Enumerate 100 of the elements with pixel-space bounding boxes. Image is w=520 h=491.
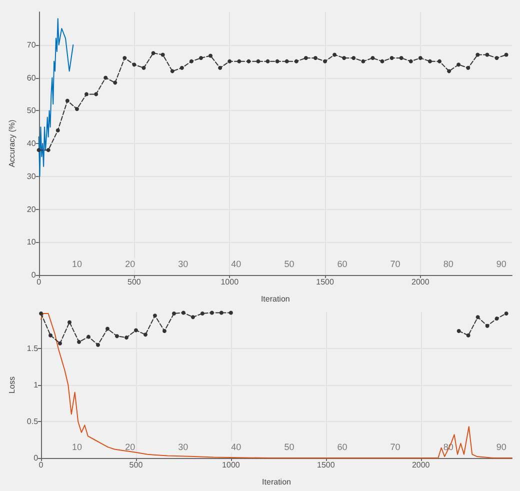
- point: [132, 62, 136, 67]
- point: [189, 59, 194, 64]
- point: [181, 310, 186, 315]
- point: [380, 59, 384, 64]
- point: [210, 310, 214, 315]
- point: [466, 333, 470, 338]
- point: [219, 310, 224, 315]
- point: [485, 324, 490, 328]
- point: [46, 148, 50, 152]
- annotation: 10: [72, 442, 82, 452]
- y-tick-label: 0: [31, 270, 36, 280]
- y-tick-label: 50: [26, 106, 36, 116]
- point: [134, 328, 138, 332]
- point: [143, 332, 148, 337]
- annotation: 50: [284, 442, 294, 452]
- y-axis-title: Accuracy (%): [8, 119, 16, 168]
- annotation: 30: [178, 259, 188, 269]
- y-tick-label: 10: [26, 238, 36, 247]
- annotation: 30: [178, 442, 188, 452]
- point: [198, 56, 203, 60]
- point: [456, 328, 461, 333]
- point: [58, 341, 62, 346]
- point: [122, 56, 127, 60]
- x-axis-title: Iteration: [260, 294, 290, 304]
- point: [361, 59, 366, 64]
- point: [447, 69, 452, 74]
- point: [86, 334, 90, 339]
- point: [456, 62, 461, 67]
- point: [190, 315, 195, 320]
- point: [284, 59, 289, 64]
- line-series: [38, 18, 74, 177]
- point: [428, 59, 432, 64]
- point: [304, 56, 308, 60]
- point: [323, 59, 328, 64]
- annotation: 60: [337, 259, 348, 269]
- point: [200, 311, 204, 316]
- point: [48, 333, 53, 338]
- point: [113, 80, 118, 85]
- annotation: 40: [231, 259, 242, 269]
- annotation: 90: [496, 259, 506, 269]
- annotation: 40: [231, 442, 242, 452]
- point: [332, 52, 337, 57]
- point: [294, 59, 298, 64]
- y-tick-label: 30: [26, 172, 36, 181]
- y-tick-label: 0: [34, 454, 39, 462]
- point: [370, 56, 375, 60]
- x-tick-label: 1500: [316, 278, 334, 286]
- point: [68, 320, 72, 324]
- point: [208, 54, 213, 58]
- point: [170, 69, 174, 74]
- annotation: 80: [443, 259, 454, 269]
- x-axis-title: Iteration: [262, 478, 291, 486]
- point: [494, 56, 499, 60]
- point: [77, 340, 82, 344]
- point: [352, 56, 356, 60]
- point: [74, 106, 79, 111]
- y-axis-title: Loss: [8, 376, 16, 394]
- point: [399, 56, 404, 60]
- line-series: [40, 312, 512, 458]
- point: [390, 56, 394, 60]
- point: [342, 56, 346, 60]
- point: [437, 59, 442, 64]
- point: [218, 66, 222, 70]
- point: [94, 92, 98, 96]
- point: [96, 342, 100, 347]
- point: [105, 326, 110, 331]
- annotation: 20: [125, 259, 136, 269]
- annotation: 70: [390, 259, 400, 269]
- point: [256, 59, 260, 64]
- point: [313, 56, 318, 60]
- point: [180, 66, 184, 70]
- point: [65, 98, 70, 103]
- point: [418, 56, 422, 60]
- annotation: 10: [72, 259, 82, 269]
- y-tick-label: 20: [26, 204, 36, 214]
- point: [151, 51, 156, 56]
- point: [476, 315, 480, 320]
- x-tick-label: 1000: [222, 460, 240, 470]
- point: [246, 59, 251, 64]
- point: [152, 314, 157, 318]
- point: [36, 148, 41, 152]
- x-tick-label: 1000: [220, 278, 240, 286]
- point: [160, 52, 165, 57]
- point: [84, 92, 88, 96]
- annotation: 20: [125, 442, 136, 452]
- y-tick-label: 70: [26, 40, 36, 50]
- x-tick-label: 500: [128, 278, 142, 286]
- x-tick-label: 2000: [412, 460, 430, 470]
- x-tick-label: 1500: [316, 460, 336, 470]
- point: [114, 334, 119, 338]
- point: [162, 328, 166, 333]
- point: [408, 59, 413, 64]
- point: [275, 59, 280, 64]
- y-tick-label: 1: [34, 380, 39, 390]
- point: [172, 311, 176, 316]
- point: [485, 52, 490, 57]
- point: [228, 59, 232, 64]
- x-tick-label: 500: [129, 460, 144, 470]
- point: [56, 128, 60, 132]
- point: [39, 311, 44, 316]
